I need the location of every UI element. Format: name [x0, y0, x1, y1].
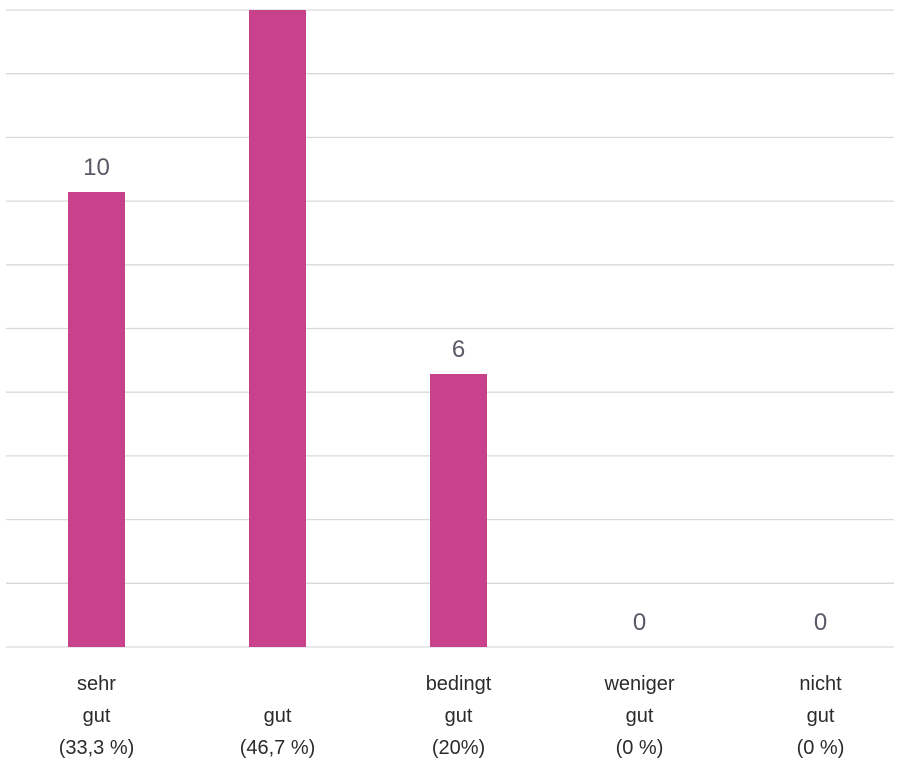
category-label: sehr gut (33,3 %) — [59, 673, 135, 759]
category-label: gut (46,7 %) — [240, 705, 316, 759]
category-label-line: (33,3 %) — [59, 737, 135, 759]
bar — [68, 192, 125, 647]
data-labels: 1014600 — [83, 154, 827, 636]
category-label: weniger gut (0 %) — [603, 673, 674, 759]
category-labels: sehr gut (33,3 %) gut (46,7 %) bedingt gut (20%… — [59, 673, 845, 759]
category-label-line: bedingt — [426, 673, 492, 695]
category-label-line: gut — [807, 705, 835, 727]
category-label-line: gut — [83, 705, 111, 727]
category-label: nicht gut (0 %) — [797, 673, 845, 759]
data-label: 10 — [83, 154, 110, 181]
data-label: 0 — [814, 609, 827, 636]
category-label-line: (0 %) — [616, 737, 664, 759]
bars — [68, 10, 487, 647]
category-label-line: weniger — [603, 673, 674, 695]
category-label-line: gut — [626, 705, 654, 727]
category-label: bedingt gut (20%) — [426, 673, 492, 759]
category-label-line: nicht — [799, 673, 842, 695]
category-label-line: (46,7 %) — [240, 737, 316, 759]
bar — [249, 10, 306, 647]
category-label-line: sehr — [77, 673, 116, 695]
data-label: 0 — [633, 609, 646, 636]
category-label-line: (20%) — [432, 737, 485, 759]
bar — [430, 374, 487, 647]
category-label-line: gut — [445, 705, 473, 727]
data-label: 6 — [452, 336, 465, 363]
category-label-line: (0 %) — [797, 737, 845, 759]
category-label-line: gut — [264, 705, 292, 727]
